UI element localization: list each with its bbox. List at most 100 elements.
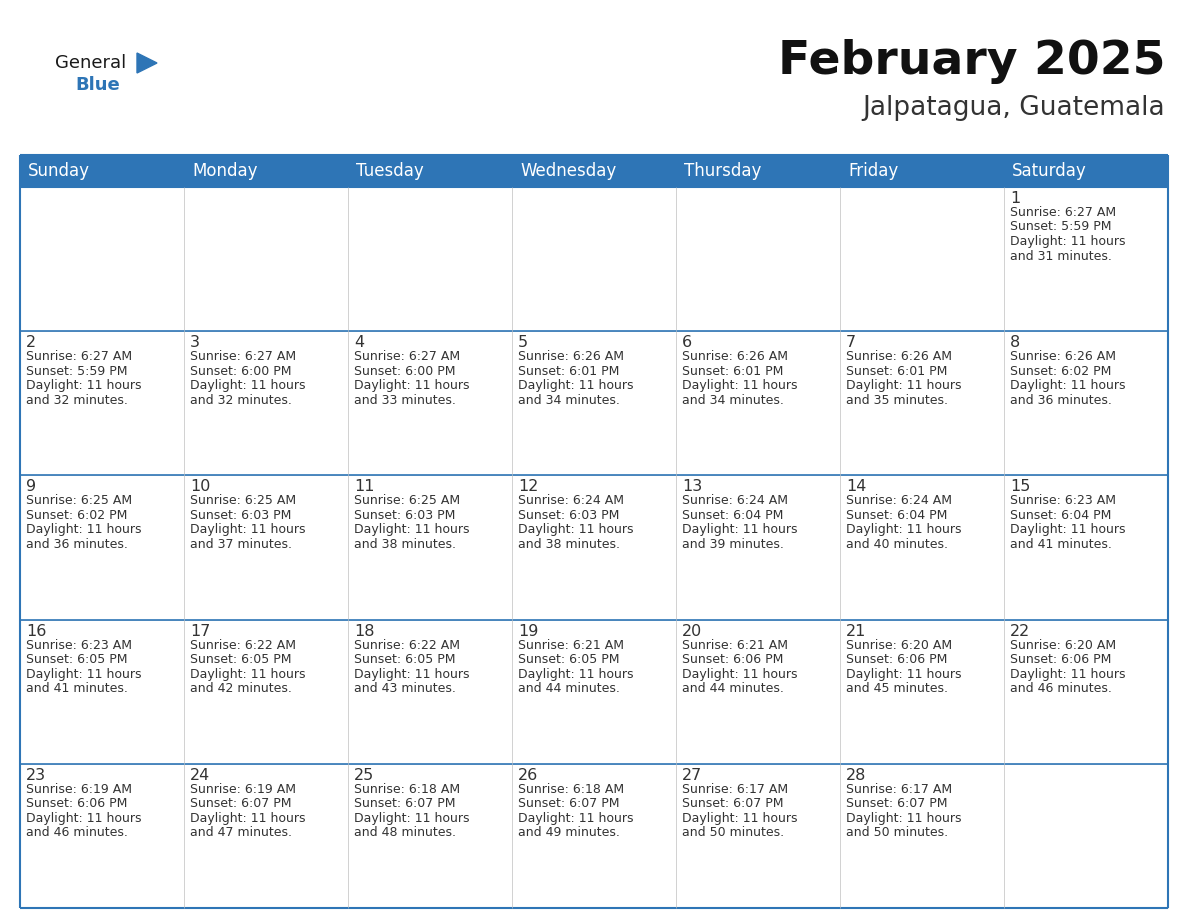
Text: and 33 minutes.: and 33 minutes. xyxy=(354,394,456,407)
Text: 16: 16 xyxy=(26,623,46,639)
Text: Sunset: 6:07 PM: Sunset: 6:07 PM xyxy=(190,798,291,811)
Text: and 44 minutes.: and 44 minutes. xyxy=(682,682,784,695)
Text: 28: 28 xyxy=(846,767,866,783)
Text: 20: 20 xyxy=(682,623,702,639)
Text: 26: 26 xyxy=(518,767,538,783)
Text: Sunrise: 6:24 AM: Sunrise: 6:24 AM xyxy=(682,495,788,508)
Bar xyxy=(184,155,348,187)
Text: Sunrise: 6:25 AM: Sunrise: 6:25 AM xyxy=(354,495,460,508)
Text: Sunset: 6:03 PM: Sunset: 6:03 PM xyxy=(354,509,455,522)
Text: 1: 1 xyxy=(1010,191,1020,206)
Text: Daylight: 11 hours: Daylight: 11 hours xyxy=(190,667,305,680)
Bar xyxy=(512,331,676,476)
Text: 13: 13 xyxy=(682,479,702,495)
Text: 17: 17 xyxy=(190,623,210,639)
Bar xyxy=(840,476,1004,620)
Bar xyxy=(512,187,676,331)
Text: Sunrise: 6:27 AM: Sunrise: 6:27 AM xyxy=(354,350,460,364)
Text: Sunset: 6:01 PM: Sunset: 6:01 PM xyxy=(682,364,783,377)
Text: and 34 minutes.: and 34 minutes. xyxy=(682,394,784,407)
Text: Daylight: 11 hours: Daylight: 11 hours xyxy=(682,667,797,680)
Text: Sunrise: 6:27 AM: Sunrise: 6:27 AM xyxy=(1010,206,1116,219)
Text: Sunrise: 6:17 AM: Sunrise: 6:17 AM xyxy=(846,783,952,796)
Text: Daylight: 11 hours: Daylight: 11 hours xyxy=(1010,379,1125,392)
Text: Daylight: 11 hours: Daylight: 11 hours xyxy=(26,523,141,536)
Text: Saturday: Saturday xyxy=(1012,162,1087,180)
Text: and 41 minutes.: and 41 minutes. xyxy=(26,682,128,695)
Bar xyxy=(184,764,348,908)
Text: Thursday: Thursday xyxy=(684,162,762,180)
Text: and 35 minutes.: and 35 minutes. xyxy=(846,394,948,407)
Text: Daylight: 11 hours: Daylight: 11 hours xyxy=(190,523,305,536)
Text: and 43 minutes.: and 43 minutes. xyxy=(354,682,456,695)
Text: Sunset: 6:06 PM: Sunset: 6:06 PM xyxy=(26,798,127,811)
Bar xyxy=(676,187,840,331)
Bar xyxy=(348,620,512,764)
Text: Daylight: 11 hours: Daylight: 11 hours xyxy=(354,812,469,824)
Text: Sunrise: 6:20 AM: Sunrise: 6:20 AM xyxy=(846,639,952,652)
Polygon shape xyxy=(137,53,157,73)
Text: 9: 9 xyxy=(26,479,36,495)
Text: 14: 14 xyxy=(846,479,866,495)
Text: Sunset: 6:00 PM: Sunset: 6:00 PM xyxy=(190,364,291,377)
Bar xyxy=(676,764,840,908)
Text: Sunrise: 6:23 AM: Sunrise: 6:23 AM xyxy=(26,639,132,652)
Text: Sunrise: 6:18 AM: Sunrise: 6:18 AM xyxy=(518,783,624,796)
Bar xyxy=(840,187,1004,331)
Text: and 41 minutes.: and 41 minutes. xyxy=(1010,538,1112,551)
Bar xyxy=(348,155,512,187)
Text: Sunrise: 6:21 AM: Sunrise: 6:21 AM xyxy=(682,639,788,652)
Bar xyxy=(1004,187,1168,331)
Text: and 47 minutes.: and 47 minutes. xyxy=(190,826,292,839)
Bar xyxy=(676,476,840,620)
Text: and 38 minutes.: and 38 minutes. xyxy=(518,538,620,551)
Text: Sunset: 6:04 PM: Sunset: 6:04 PM xyxy=(1010,509,1112,522)
Text: Sunrise: 6:22 AM: Sunrise: 6:22 AM xyxy=(354,639,460,652)
Text: Daylight: 11 hours: Daylight: 11 hours xyxy=(518,812,633,824)
Text: 19: 19 xyxy=(518,623,538,639)
Text: Sunrise: 6:25 AM: Sunrise: 6:25 AM xyxy=(26,495,132,508)
Text: General: General xyxy=(55,54,126,72)
Text: and 48 minutes.: and 48 minutes. xyxy=(354,826,456,839)
Text: Daylight: 11 hours: Daylight: 11 hours xyxy=(682,379,797,392)
Bar xyxy=(840,764,1004,908)
Text: and 34 minutes.: and 34 minutes. xyxy=(518,394,620,407)
Bar xyxy=(1004,331,1168,476)
Text: Daylight: 11 hours: Daylight: 11 hours xyxy=(354,379,469,392)
Text: 3: 3 xyxy=(190,335,200,350)
Text: and 31 minutes.: and 31 minutes. xyxy=(1010,250,1112,263)
Text: Sunset: 6:01 PM: Sunset: 6:01 PM xyxy=(846,364,947,377)
Text: Daylight: 11 hours: Daylight: 11 hours xyxy=(190,379,305,392)
Bar xyxy=(184,187,348,331)
Text: 18: 18 xyxy=(354,623,374,639)
Text: 21: 21 xyxy=(846,623,866,639)
Text: and 40 minutes.: and 40 minutes. xyxy=(846,538,948,551)
Text: Sunday: Sunday xyxy=(29,162,90,180)
Text: Monday: Monday xyxy=(192,162,258,180)
Bar xyxy=(676,331,840,476)
Text: Sunset: 5:59 PM: Sunset: 5:59 PM xyxy=(26,364,127,377)
Text: Daylight: 11 hours: Daylight: 11 hours xyxy=(682,523,797,536)
Text: Sunset: 6:07 PM: Sunset: 6:07 PM xyxy=(354,798,455,811)
Bar xyxy=(676,620,840,764)
Text: Sunset: 6:03 PM: Sunset: 6:03 PM xyxy=(518,509,619,522)
Text: Sunrise: 6:24 AM: Sunrise: 6:24 AM xyxy=(518,495,624,508)
Text: and 36 minutes.: and 36 minutes. xyxy=(26,538,128,551)
Text: Sunset: 6:07 PM: Sunset: 6:07 PM xyxy=(682,798,784,811)
Text: Blue: Blue xyxy=(75,76,120,94)
Bar xyxy=(1004,620,1168,764)
Text: Sunset: 6:05 PM: Sunset: 6:05 PM xyxy=(518,653,619,666)
Text: 27: 27 xyxy=(682,767,702,783)
Text: Sunset: 6:04 PM: Sunset: 6:04 PM xyxy=(682,509,783,522)
Bar xyxy=(840,331,1004,476)
Bar xyxy=(676,155,840,187)
Bar xyxy=(1004,764,1168,908)
Text: Sunset: 6:01 PM: Sunset: 6:01 PM xyxy=(518,364,619,377)
Text: and 50 minutes.: and 50 minutes. xyxy=(682,826,784,839)
Text: and 50 minutes.: and 50 minutes. xyxy=(846,826,948,839)
Text: Daylight: 11 hours: Daylight: 11 hours xyxy=(1010,667,1125,680)
Text: Sunset: 6:05 PM: Sunset: 6:05 PM xyxy=(354,653,455,666)
Text: and 39 minutes.: and 39 minutes. xyxy=(682,538,784,551)
Text: 4: 4 xyxy=(354,335,365,350)
Text: and 46 minutes.: and 46 minutes. xyxy=(26,826,128,839)
